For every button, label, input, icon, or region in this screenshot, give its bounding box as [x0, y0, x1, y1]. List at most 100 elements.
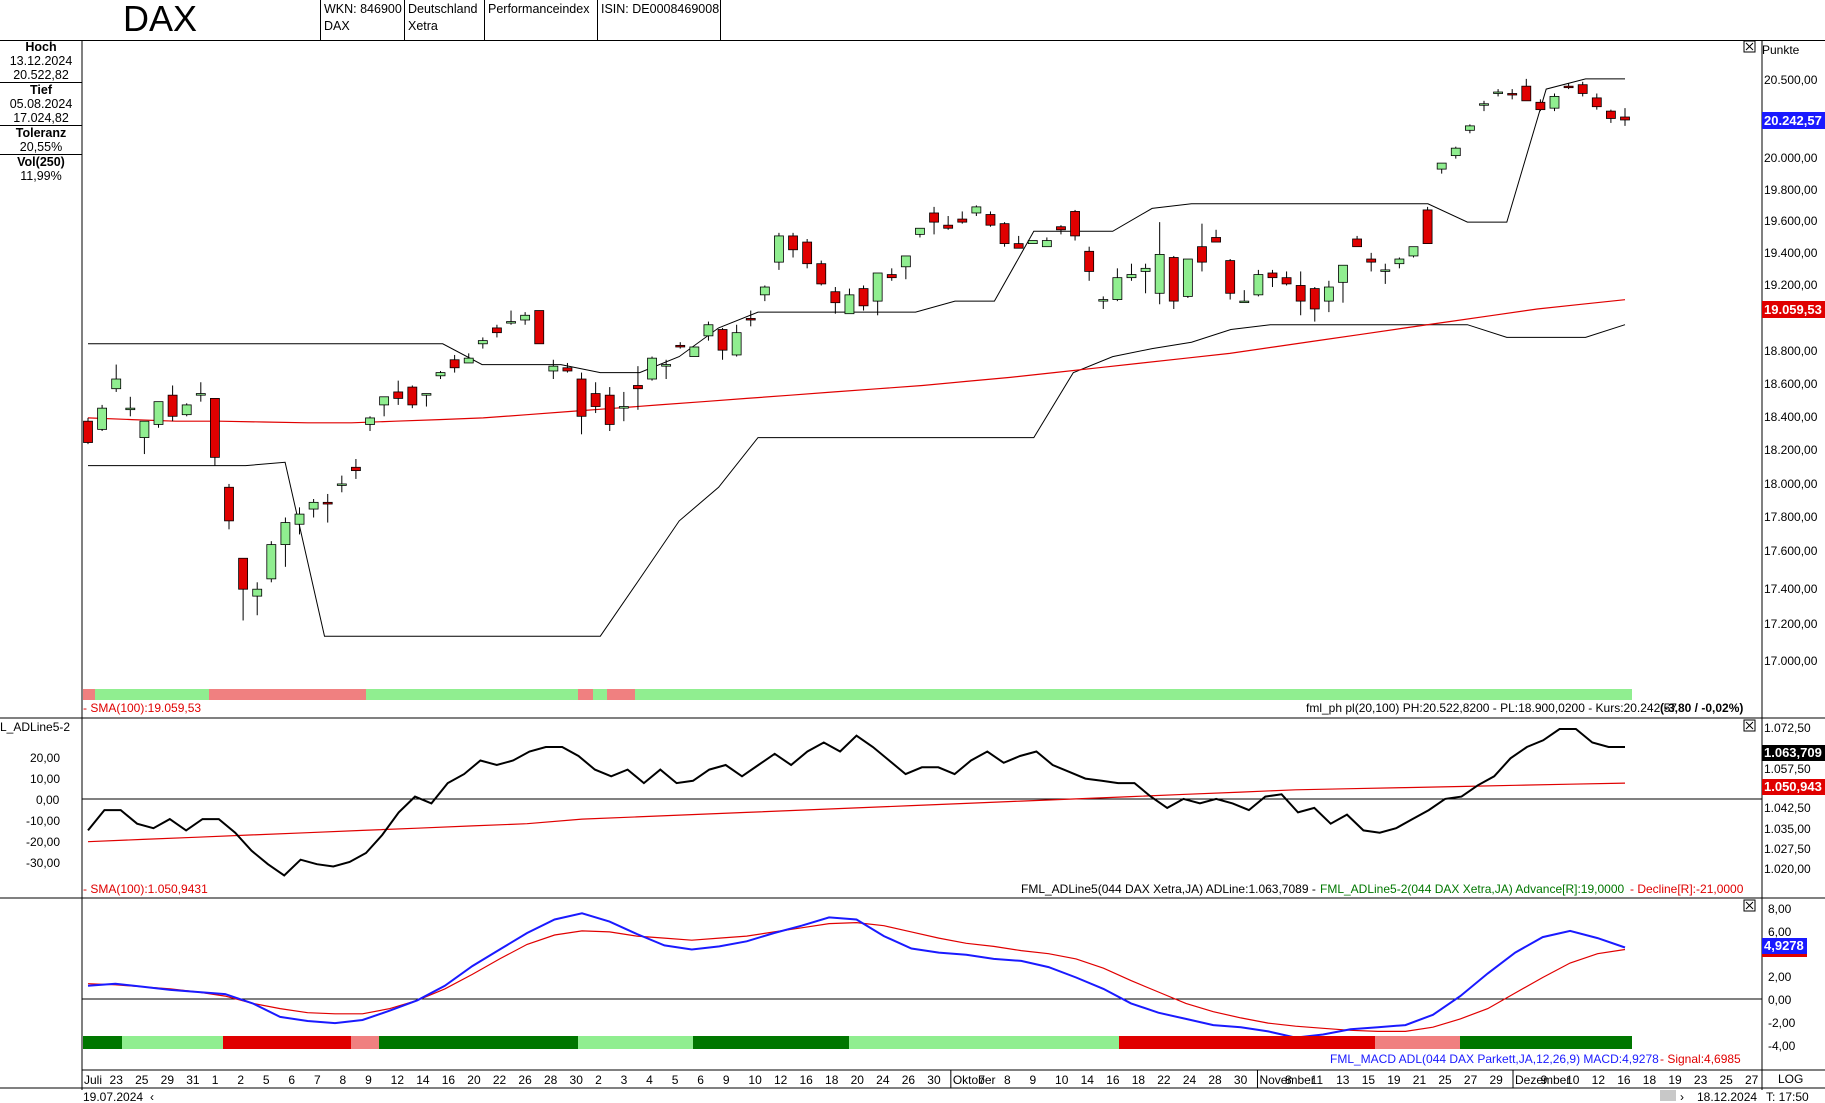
candle [717, 327, 728, 360]
candle-down [1422, 209, 1433, 245]
y-tick: 17.200,00 [1764, 617, 1818, 631]
x-tick-label: 26 [518, 1073, 532, 1087]
advance-legend: FML_ADLine5-2(044 DAX Xetra,JA) Advance[… [1320, 882, 1624, 896]
chart-title: DAX [123, 0, 198, 39]
x-tick-label: 8 [1285, 1073, 1292, 1087]
candle [647, 356, 657, 381]
candle [1112, 268, 1123, 302]
candle-up [97, 407, 108, 430]
macd-trend-bar [83, 1036, 1632, 1049]
index-type-label: Performanceindex [488, 2, 590, 16]
candle-up [548, 365, 559, 372]
candle-down [717, 329, 728, 351]
price-badge: 20.242,57 [1762, 112, 1825, 129]
candle [1563, 83, 1574, 90]
x-tick-label: 4 [646, 1073, 653, 1087]
candle [745, 310, 756, 327]
candle-down [985, 214, 996, 226]
candle-down [83, 420, 93, 443]
x-tick-label: 27 [1464, 1073, 1478, 1087]
candle-up [153, 401, 164, 425]
candle [1591, 93, 1602, 110]
y-tick: 1.072,50 [1764, 721, 1811, 735]
candle-down [886, 274, 897, 279]
candle [1352, 235, 1362, 248]
y-tick: 1.042,50 [1764, 801, 1811, 815]
candle-down [858, 288, 869, 307]
scroll-left-icon[interactable]: ‹ [150, 1090, 154, 1103]
main-yaxis: 20.500,00 20.000,00 19.800,00 19.600,00 … [1764, 73, 1818, 668]
candle-up [1126, 274, 1137, 279]
trend-bar [83, 689, 1632, 700]
x-tick-label: 28 [544, 1073, 558, 1087]
adl-right-axis: 1.072,50 1.057,50 1.042,50 1.035,00 1.02… [1764, 721, 1811, 876]
adl-sma-line [87, 782, 1626, 843]
trend-segment [379, 1036, 578, 1049]
x-tick-label: 10 [748, 1073, 762, 1087]
candle-up [618, 406, 629, 409]
x-tick-label: 3 [621, 1073, 628, 1087]
x-tick-label: 10 [1566, 1073, 1580, 1087]
candle [1577, 81, 1588, 97]
x-tick-label: 27 [1745, 1073, 1759, 1087]
close-icon[interactable] [1743, 40, 1756, 53]
candle-down [407, 386, 418, 406]
candle [604, 387, 615, 432]
end-date: 18.12.2024 [1697, 1090, 1757, 1103]
close-icon[interactable] [1743, 719, 1756, 732]
macd-line [87, 912, 1626, 1039]
adl-sma-badge: 1.050,943 [1762, 779, 1825, 795]
y-tick: -2,00 [1768, 1016, 1796, 1030]
candle-down [1084, 250, 1095, 272]
y-tick: 18.800,00 [1764, 344, 1818, 358]
candle [548, 359, 559, 380]
y-tick: 18.200,00 [1764, 443, 1818, 457]
candle [125, 396, 136, 417]
x-tick-label: 20 [467, 1073, 481, 1087]
candle [449, 354, 460, 373]
candle-down [224, 486, 234, 522]
trend-segment [95, 689, 209, 700]
candle [703, 321, 714, 341]
trend-segment [1460, 1036, 1632, 1049]
x-tick-label: 8 [340, 1073, 347, 1087]
log-toggle[interactable]: LOG [1778, 1072, 1803, 1086]
scroll-right-icon[interactable]: › [1680, 1090, 1684, 1103]
candle [1182, 258, 1193, 298]
candle [844, 288, 855, 315]
candle [195, 382, 206, 402]
candle-up [689, 346, 700, 357]
high-label: Hoch [25, 40, 57, 54]
candle [1253, 269, 1264, 297]
candle [252, 582, 263, 616]
y-tick: 20.000,00 [1764, 151, 1818, 165]
candle [858, 285, 869, 311]
x-tick-label: 7 [978, 1073, 985, 1087]
candle [1126, 263, 1137, 281]
candle-up [647, 357, 657, 380]
candle-down [238, 557, 249, 590]
x-tick-label: Oktober [953, 1073, 996, 1087]
decline-legend: - Decline[R]:-21,0000 [1630, 882, 1744, 896]
candle [816, 260, 827, 286]
x-tick-label: 8 [1004, 1073, 1011, 1087]
header-divider [404, 0, 405, 40]
candle [1154, 222, 1165, 305]
candle-down [830, 291, 841, 304]
candle [788, 232, 798, 258]
candle-up [1436, 162, 1447, 170]
candle-down [1507, 93, 1518, 96]
stats-sidebar: Hoch 13.12.2024 20.522,82 Tief 05.08.202… [0, 40, 82, 183]
candle-down [999, 223, 1010, 245]
trend-segment [1375, 1036, 1460, 1049]
x-tick-label: 14 [416, 1073, 430, 1087]
candle [915, 227, 925, 238]
scroll-thumb[interactable] [1660, 1090, 1676, 1101]
candle [1338, 264, 1348, 303]
y-tick: 19.400,00 [1764, 246, 1818, 260]
candle-up [1549, 96, 1560, 109]
close-icon[interactable] [1743, 899, 1756, 912]
candle [1281, 271, 1292, 286]
x-tick-label: 24 [876, 1073, 890, 1087]
